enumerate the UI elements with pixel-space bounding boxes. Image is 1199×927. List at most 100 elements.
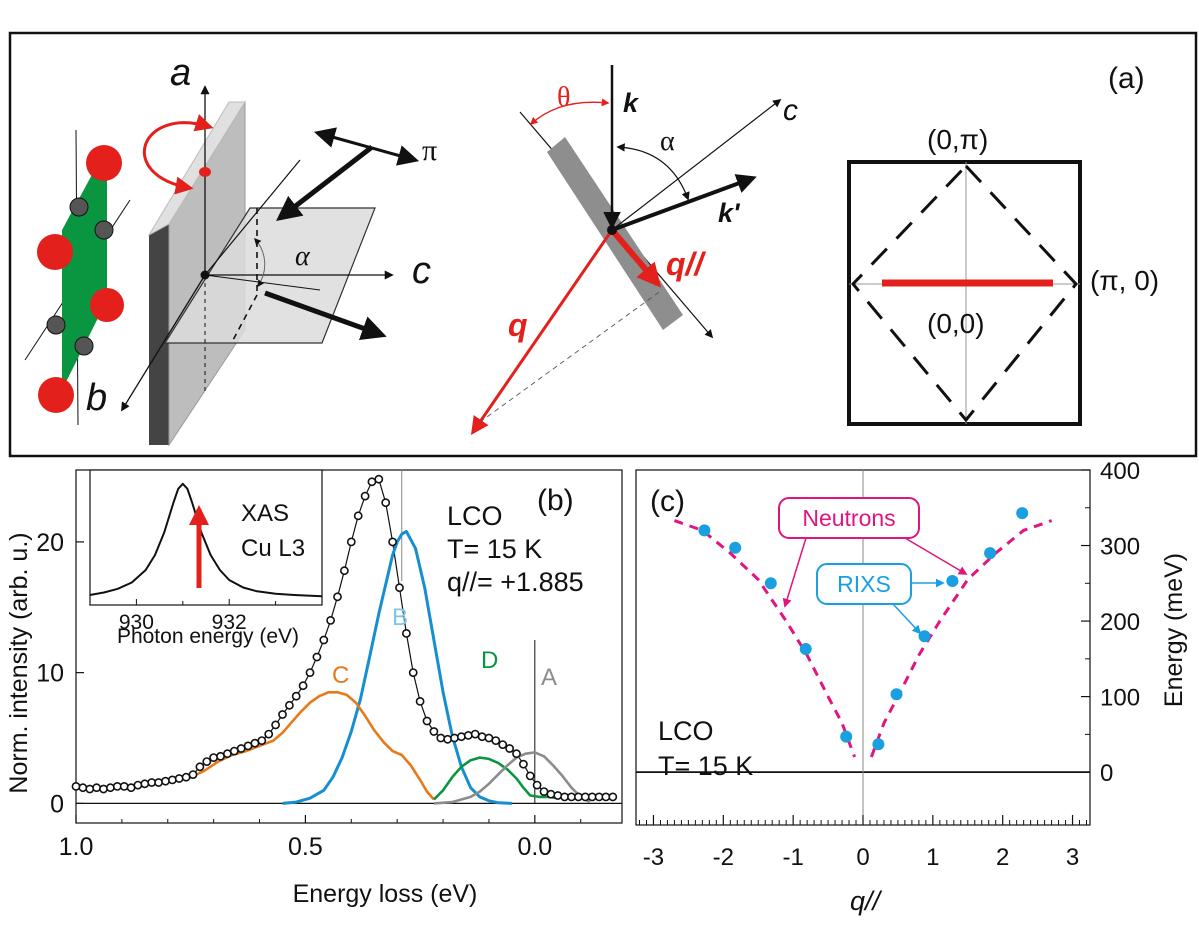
b-data-point <box>202 757 212 766</box>
oxygen-atom <box>90 288 124 322</box>
alpha-arc-2 <box>616 143 690 201</box>
theta-arc <box>529 98 610 126</box>
b-x-tick-label: 0.5 <box>288 833 323 861</box>
rixs-callout: RIXS <box>816 563 945 635</box>
inset-frame <box>89 469 323 606</box>
b-y-tick-label: 0 <box>50 790 64 818</box>
axis-a-label: a <box>170 52 191 94</box>
b-data-point <box>388 537 397 547</box>
b-data-point <box>92 783 101 793</box>
panel-b-frame <box>75 469 623 824</box>
b-data-point <box>298 681 308 691</box>
axis-b-label: b <box>86 377 107 419</box>
b-data-point <box>264 729 274 739</box>
b-data-point <box>271 720 280 730</box>
b-curve-d <box>432 756 558 801</box>
b-data-point <box>140 779 150 789</box>
c-x-tick-label: -2 <box>713 844 734 871</box>
b-data-point <box>608 792 618 802</box>
b-data-point <box>436 733 446 743</box>
panel-b-chart: 1.0 0.5 0.0 0 10 20 (b) LCO T= 15 K q//= +1.8… <box>5 469 623 908</box>
c-axes: -3 -2 -1 0 1 2 3 0 100 200 300 400 <box>638 458 1140 871</box>
b-data-point <box>429 727 439 736</box>
b-data-point <box>326 616 335 625</box>
b-data-point <box>346 537 356 547</box>
b-data-point <box>360 491 370 501</box>
b-data-point <box>71 782 81 791</box>
oxygen-atom <box>86 145 122 181</box>
b-data-point <box>456 732 466 742</box>
c-neutron-dispersion-left <box>673 519 857 758</box>
b-data-point <box>154 778 163 787</box>
copper-atom <box>46 315 66 335</box>
q-parallel-label: q// <box>666 246 706 282</box>
b-annotation-temp: T= 15 K <box>447 534 542 564</box>
c-rixs-point <box>1016 507 1029 520</box>
b-data-point <box>278 710 287 719</box>
b-data-point <box>450 733 459 743</box>
b-data-point <box>477 732 487 742</box>
b-data-point <box>99 784 108 794</box>
c-annotation-lco: LCO <box>658 716 714 746</box>
polarization-arrow <box>313 127 420 166</box>
b-data-point <box>257 736 267 745</box>
inset-x-tick-label: 932 <box>212 611 247 634</box>
oxygen-atom <box>38 377 74 413</box>
inset-axes: 930 932 <box>119 599 277 634</box>
b-data-point <box>209 753 218 762</box>
rotation-axis-dot <box>199 167 211 177</box>
c-label-2: c <box>783 94 798 127</box>
c-rixs-point <box>764 577 777 590</box>
axis-c-label: c <box>412 250 431 292</box>
c-rixs-point <box>872 738 885 751</box>
inset-x-tick-label: 930 <box>119 611 154 634</box>
b-data-point <box>374 474 384 484</box>
c-curves <box>673 519 1053 758</box>
c-y-tick-label: 200 <box>1100 609 1140 636</box>
b-data-point <box>291 691 301 701</box>
b-data-point <box>284 700 294 710</box>
cuo2-plane <box>62 147 107 390</box>
b-data-point <box>305 668 315 677</box>
c-rixs-point <box>729 541 742 554</box>
b-annotation-lco: LCO <box>447 501 503 531</box>
q-label: q <box>508 307 528 343</box>
b-data-point <box>353 511 363 521</box>
c-neutron-dispersion-right <box>869 519 1053 758</box>
b-data-point <box>408 668 418 677</box>
q-arrow <box>470 229 614 435</box>
b-data-point <box>553 791 563 800</box>
sample-geometry: a b c π α <box>86 52 437 447</box>
c-rixs-point <box>890 688 903 701</box>
k-label: k <box>623 88 640 118</box>
b-data-point <box>519 759 528 769</box>
b-data-point <box>415 697 425 706</box>
scattering-geometry: θ k α c k' q// q <box>470 65 798 435</box>
b-data-point <box>174 774 184 783</box>
alpha-arc <box>254 237 266 288</box>
inset-x-axis-label: Photon energy (eV) <box>117 625 299 648</box>
b-data-point <box>505 744 514 753</box>
rixs-callout-label: RIXS <box>837 571 891 597</box>
b-data-point <box>85 784 95 794</box>
brillouin-zone: (0,π) (π, 0) (0,0) <box>847 124 1159 426</box>
b-data-point <box>133 780 143 790</box>
oxygen-atom <box>37 234 73 270</box>
b-data-point <box>161 776 170 786</box>
copper-atom <box>94 220 114 240</box>
sample-slab-side <box>149 224 169 445</box>
c-y-tick-label: 400 <box>1100 458 1140 485</box>
inset-annotation-edge: Cu L3 <box>241 535 305 562</box>
c-rixs-point <box>799 643 812 655</box>
b-label-d: D <box>481 647 498 674</box>
b-y-axis-label: Norm. intensity (arb. u.) <box>5 532 33 793</box>
inset-curve <box>89 482 323 598</box>
b-panel-label: (b) <box>537 484 574 517</box>
b-curve-a <box>433 751 591 805</box>
b-x-tick-label: 0.0 <box>517 833 552 861</box>
b-data-point <box>167 775 177 785</box>
k-prime-arrow <box>611 174 757 232</box>
b-reference-lines <box>76 470 622 804</box>
